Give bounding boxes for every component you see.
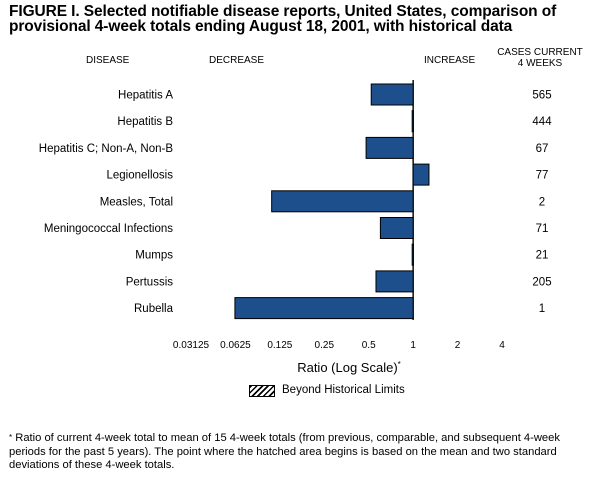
cases-value: 444 — [532, 116, 552, 128]
category-label: Pertussis — [126, 276, 174, 288]
legend-label: Beyond Historical Limits — [282, 384, 405, 396]
x-tick-label: 4 — [499, 340, 505, 351]
cases-value: 77 — [536, 170, 549, 182]
x-tick-label: 0.125 — [267, 340, 292, 351]
x-tick-label: 0.0625 — [220, 340, 251, 351]
category-label: Hepatitis A — [118, 90, 173, 102]
cases-value: 1 — [539, 303, 545, 315]
bar-hepatitis-b — [411, 110, 414, 133]
bar-meningococcal-infections — [379, 217, 414, 239]
bar-mumps — [411, 243, 414, 266]
figure-title-line2: provisional 4-week totals ending August … — [9, 18, 513, 35]
bar-rubella — [234, 297, 414, 320]
hatched-swatch-icon — [249, 385, 275, 397]
decrease-header: DECREASE — [209, 55, 265, 66]
x-tick-label: 0.25 — [315, 340, 335, 351]
cases-value: 205 — [532, 276, 551, 288]
footnote: * Ratio of current 4-week total to mean … — [9, 432, 594, 473]
cases-value: 71 — [536, 223, 549, 235]
category-label: Meningococcal Infections — [44, 223, 173, 235]
x-axis-title: Ratio (Log Scale)* — [297, 360, 401, 375]
category-label: Mumps — [135, 250, 173, 262]
cases-header-line2: 4 WEEKS — [517, 58, 563, 69]
bar-legionellosis — [412, 163, 430, 186]
x-tick-label: 0.5 — [362, 340, 376, 351]
x-tick-label: 1 — [410, 340, 416, 351]
cases-value: 21 — [536, 250, 549, 262]
disease-column-header: DISEASE — [86, 55, 130, 66]
increase-header: INCREASE — [424, 55, 476, 66]
category-label: Measles, Total — [100, 196, 173, 208]
x-tick-label: 2 — [455, 340, 461, 351]
bar-hepatitis-a — [370, 83, 414, 106]
bar-pertussis — [375, 270, 414, 293]
cases-header-line1: CASES CURRENT — [497, 47, 583, 58]
figure-title: FIGURE I. Selected notifiable disease re… — [9, 3, 594, 35]
bar-hepatitis-c-non-a-non-b — [365, 136, 414, 159]
cases-column-header: CASES CURRENT 4 WEEKS — [480, 47, 600, 69]
footnote-text: Ratio of current 4-week total to mean of… — [9, 432, 560, 472]
category-label: Rubella — [134, 303, 174, 315]
footnote-marker: * — [9, 433, 13, 442]
category-label: Hepatitis C; Non-A, Non-B — [39, 143, 174, 155]
bar-measles-total — [271, 190, 414, 213]
x-tick-label: 0.03125 — [173, 340, 210, 351]
cases-value: 67 — [536, 143, 549, 155]
figure-title-line1: FIGURE I. Selected notifiable disease re… — [9, 3, 557, 20]
category-label: Hepatitis B — [117, 116, 173, 128]
category-label: Legionellosis — [107, 170, 174, 182]
cases-value: 2 — [539, 196, 545, 208]
cases-value: 565 — [532, 90, 551, 102]
